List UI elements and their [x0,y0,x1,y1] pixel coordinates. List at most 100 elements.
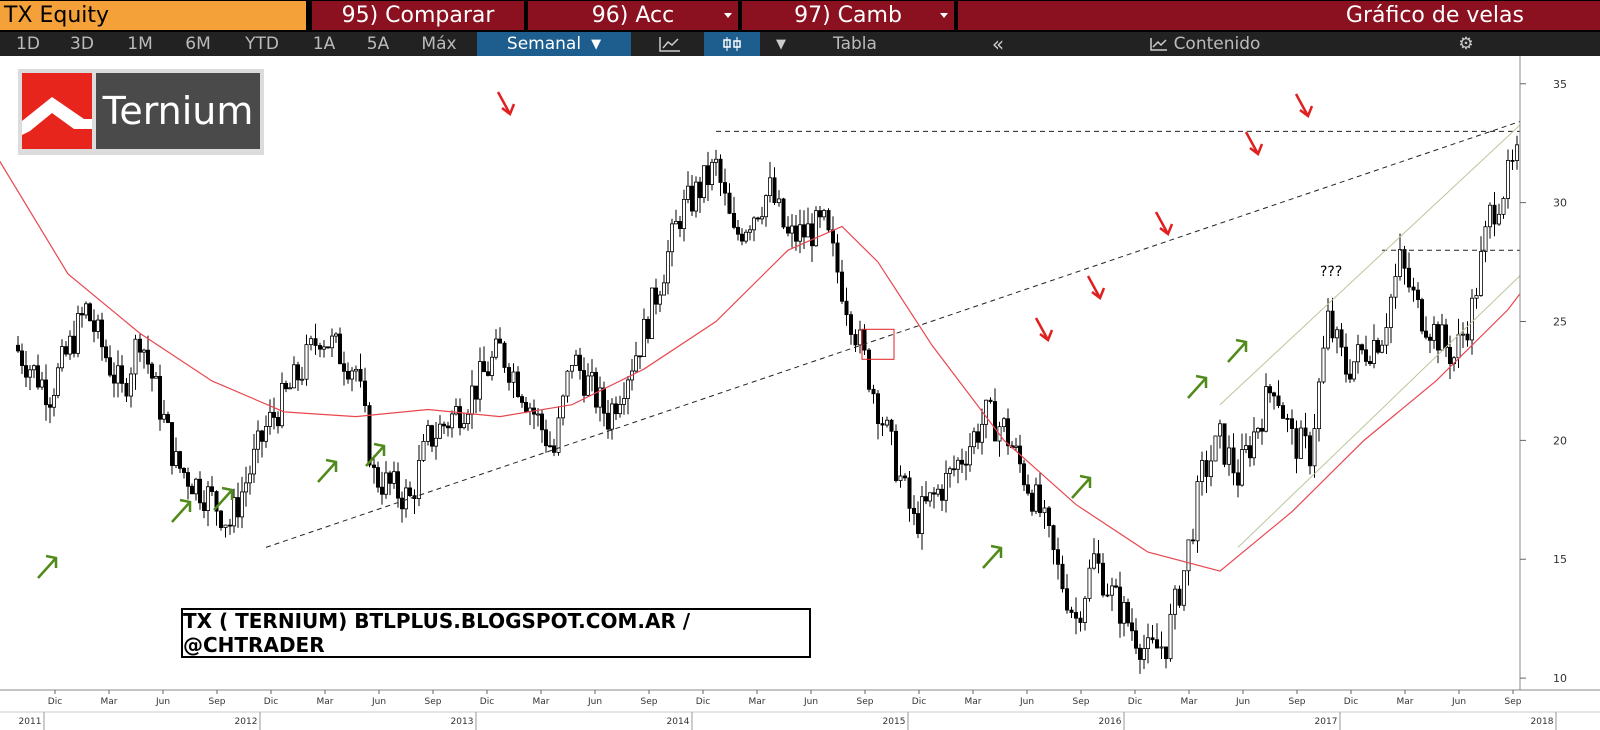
candle-body-232 [972,431,977,448]
candle-body-253 [1060,563,1065,590]
down-arrow-head [1159,223,1174,236]
moving-average [0,160,1545,572]
candle-body-189 [790,225,795,234]
candle-body-326 [1376,340,1381,353]
candle-body-208 [871,388,876,395]
candle-body-324 [1368,361,1373,364]
ternium-logo: Ternium [18,69,264,155]
triangle-down-icon: ▼ [591,36,602,52]
candle-body-129 [544,429,549,447]
tf-5a[interactable]: 5A [366,34,390,54]
candle-body-280 [1177,588,1182,606]
line-chart-icon[interactable] [652,32,688,56]
candle-body-67 [287,387,292,390]
candle-body-225 [944,472,949,501]
tf-max[interactable]: Máx [421,34,457,54]
table-button[interactable]: Tabla [812,32,898,56]
candle-body-245 [1026,484,1031,494]
candle-body-357 [1510,160,1515,162]
candle-body-69 [295,364,300,381]
compare-button[interactable]: 95) Comparar [312,1,524,30]
logo-mark [22,73,92,149]
tf-ytd[interactable]: YTD [245,34,279,54]
candle-body-80 [341,363,346,372]
arrows [37,91,1314,579]
candle-body-136 [574,354,579,366]
up-arrow-head [1235,338,1248,352]
change-menu[interactable]: 97) Camb [742,1,954,30]
candle-body-68 [291,364,296,389]
candle-body-282 [1186,539,1191,572]
up-arrow-head [325,458,338,472]
candle-body-146 [614,403,619,415]
candle-body-300 [1264,386,1269,432]
candle-body-230 [964,463,969,466]
tf-6m[interactable]: 6M [185,34,211,54]
content-button[interactable]: Contenido [1132,32,1278,56]
gear-icon[interactable]: ⚙ [1452,32,1480,56]
candle-body-14 [72,335,77,354]
candle-body-174 [727,192,732,214]
security-field[interactable]: TX Equity [0,1,306,30]
x-month-label-13: Mar [749,697,766,707]
period-select[interactable]: Semanal ▼ [477,32,631,56]
candle-body-228 [956,459,961,470]
candle-body-235 [984,399,989,425]
candle-body-191 [798,224,803,242]
candle-body-45 [197,478,202,504]
tf-1d[interactable]: 1D [16,34,40,54]
candle-body-110 [465,413,470,424]
x-month-label-1: Mar [101,697,118,707]
triangle-down-icon[interactable]: ▼ [776,36,786,52]
candle-body-171 [714,158,719,163]
candle-body-358 [1515,144,1520,161]
tf-1m[interactable]: 1M [127,34,153,54]
candle-body-83 [353,368,358,372]
down-arrow-2 [1086,275,1106,300]
candle-body-73 [313,338,318,346]
x-month-label-23: Sep [1289,697,1306,707]
candle-body-180 [752,217,757,231]
x-month-label-10: Jun [587,697,602,707]
chevron-down-icon [724,13,732,18]
tf-1a[interactable]: 1A [312,34,336,54]
tf-3d[interactable]: 3D [70,34,94,54]
watermark-caption: TX ( TERNIUM) BTLPLUS.BLOGSPOT.COM.AR / … [181,608,811,658]
candle-body-37 [165,414,170,423]
double-chevron-left-icon: « [991,32,1005,56]
candle-body-42 [185,472,190,487]
candle-body-93 [395,471,400,499]
candle-body-53 [231,497,236,527]
candle-body-15 [76,313,81,354]
actions-menu[interactable]: 96) Acc [528,1,738,30]
x-year-label-4: 2015 [883,717,906,727]
down-arrow-head [501,103,516,116]
candle-body-286 [1204,460,1209,477]
candle-body-76 [325,346,330,349]
candle-body-221 [928,492,933,502]
candle-body-195 [814,210,819,247]
collapse-button[interactable]: « [978,32,1018,56]
candle-body-84 [358,368,363,382]
candle-body-336 [1420,299,1425,332]
up-arrow-head [990,544,1003,558]
candle-body-194 [810,223,815,247]
down-arrow-head [1039,329,1054,342]
up-arrow-head [1195,374,1208,388]
candle-chart-icon[interactable] [704,32,760,56]
candle-body-340 [1436,324,1441,351]
candle-body-124 [524,402,529,412]
candle-body-254 [1065,588,1070,611]
candle-body-112 [473,385,478,400]
x-month-label-3: Sep [209,697,226,707]
up-arrow-shaft [1071,477,1091,499]
candle-body-17 [84,303,89,316]
candle-body-295 [1244,445,1249,450]
candle-body-107 [453,406,458,415]
candle-body-332 [1402,249,1407,269]
candle-body-122 [516,371,521,397]
candle-body-307 [1294,428,1299,459]
candle-body-82 [349,370,354,380]
candle-body-338 [1428,336,1433,341]
candle-body-303 [1276,395,1281,406]
